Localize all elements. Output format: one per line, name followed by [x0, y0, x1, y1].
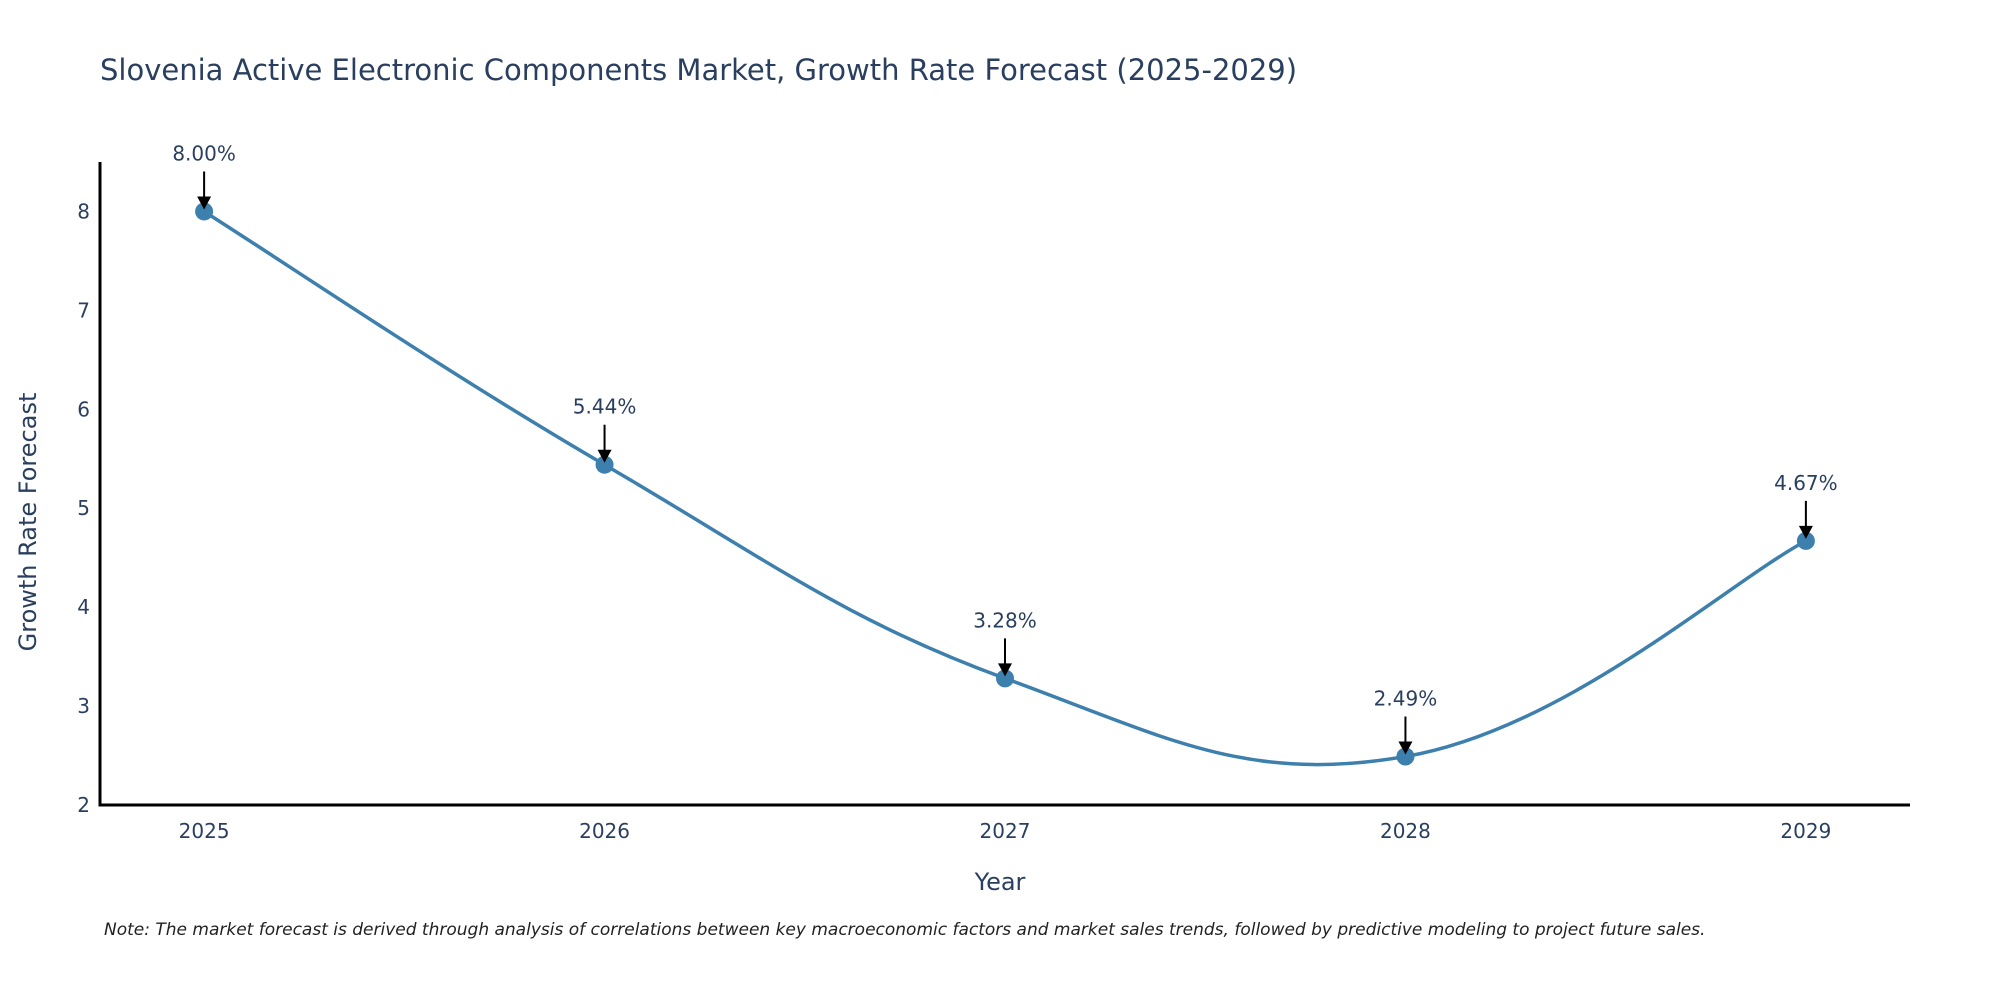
data-label: 8.00% — [172, 141, 236, 210]
y-tick-label: 3 — [77, 694, 90, 718]
data-label-text: 5.44% — [573, 395, 637, 419]
data-label-annotations: 8.00% 5.44% 3.28% 2.49% 4.67% — [172, 141, 1838, 755]
x-tick-label: 2029 — [1780, 819, 1831, 843]
data-point[interactable] — [195, 202, 214, 221]
data-point[interactable] — [595, 455, 614, 474]
footnote: Note: The market forecast is derived thr… — [104, 920, 1706, 940]
arrow-down-icon — [197, 196, 212, 210]
y-tick-label: 6 — [77, 397, 90, 421]
arrow-down-icon — [597, 449, 612, 463]
y-tick-label: 4 — [77, 595, 90, 619]
data-points — [195, 202, 1815, 766]
x-tick-label: 2026 — [579, 819, 630, 843]
y-tick-label: 8 — [77, 199, 90, 223]
data-label: 3.28% — [973, 608, 1037, 677]
arrow-down-icon — [1798, 525, 1813, 539]
data-label: 2.49% — [1374, 687, 1438, 755]
data-point[interactable] — [1796, 531, 1815, 550]
data-point[interactable] — [1396, 747, 1415, 766]
data-label-text: 8.00% — [172, 141, 236, 165]
data-label: 5.44% — [573, 395, 637, 463]
y-tick-label: 5 — [77, 496, 90, 520]
y-tick-label: 2 — [77, 793, 90, 817]
data-point[interactable] — [996, 669, 1014, 688]
x-tick-label: 2028 — [1380, 819, 1431, 843]
x-tick-labels: 2025 2026 2027 2028 2029 — [179, 819, 1832, 843]
chart-title: Slovenia Active Electronic Components Ma… — [100, 53, 1297, 87]
arrow-down-icon — [998, 663, 1012, 677]
y-tick-label: 7 — [77, 298, 90, 322]
y-axis-title: Growth Rate Forecast — [14, 393, 42, 652]
x-axis-title: Year — [974, 868, 1026, 896]
data-label-text: 3.28% — [973, 608, 1037, 632]
y-tick-labels: 2 3 4 5 6 7 8 — [77, 199, 90, 817]
arrow-down-icon — [1398, 741, 1413, 755]
data-label-text: 2.49% — [1374, 687, 1438, 711]
data-label: 4.67% — [1774, 471, 1838, 539]
data-label-text: 4.67% — [1774, 471, 1838, 495]
x-tick-label: 2025 — [179, 819, 230, 843]
x-tick-label: 2027 — [980, 819, 1031, 843]
